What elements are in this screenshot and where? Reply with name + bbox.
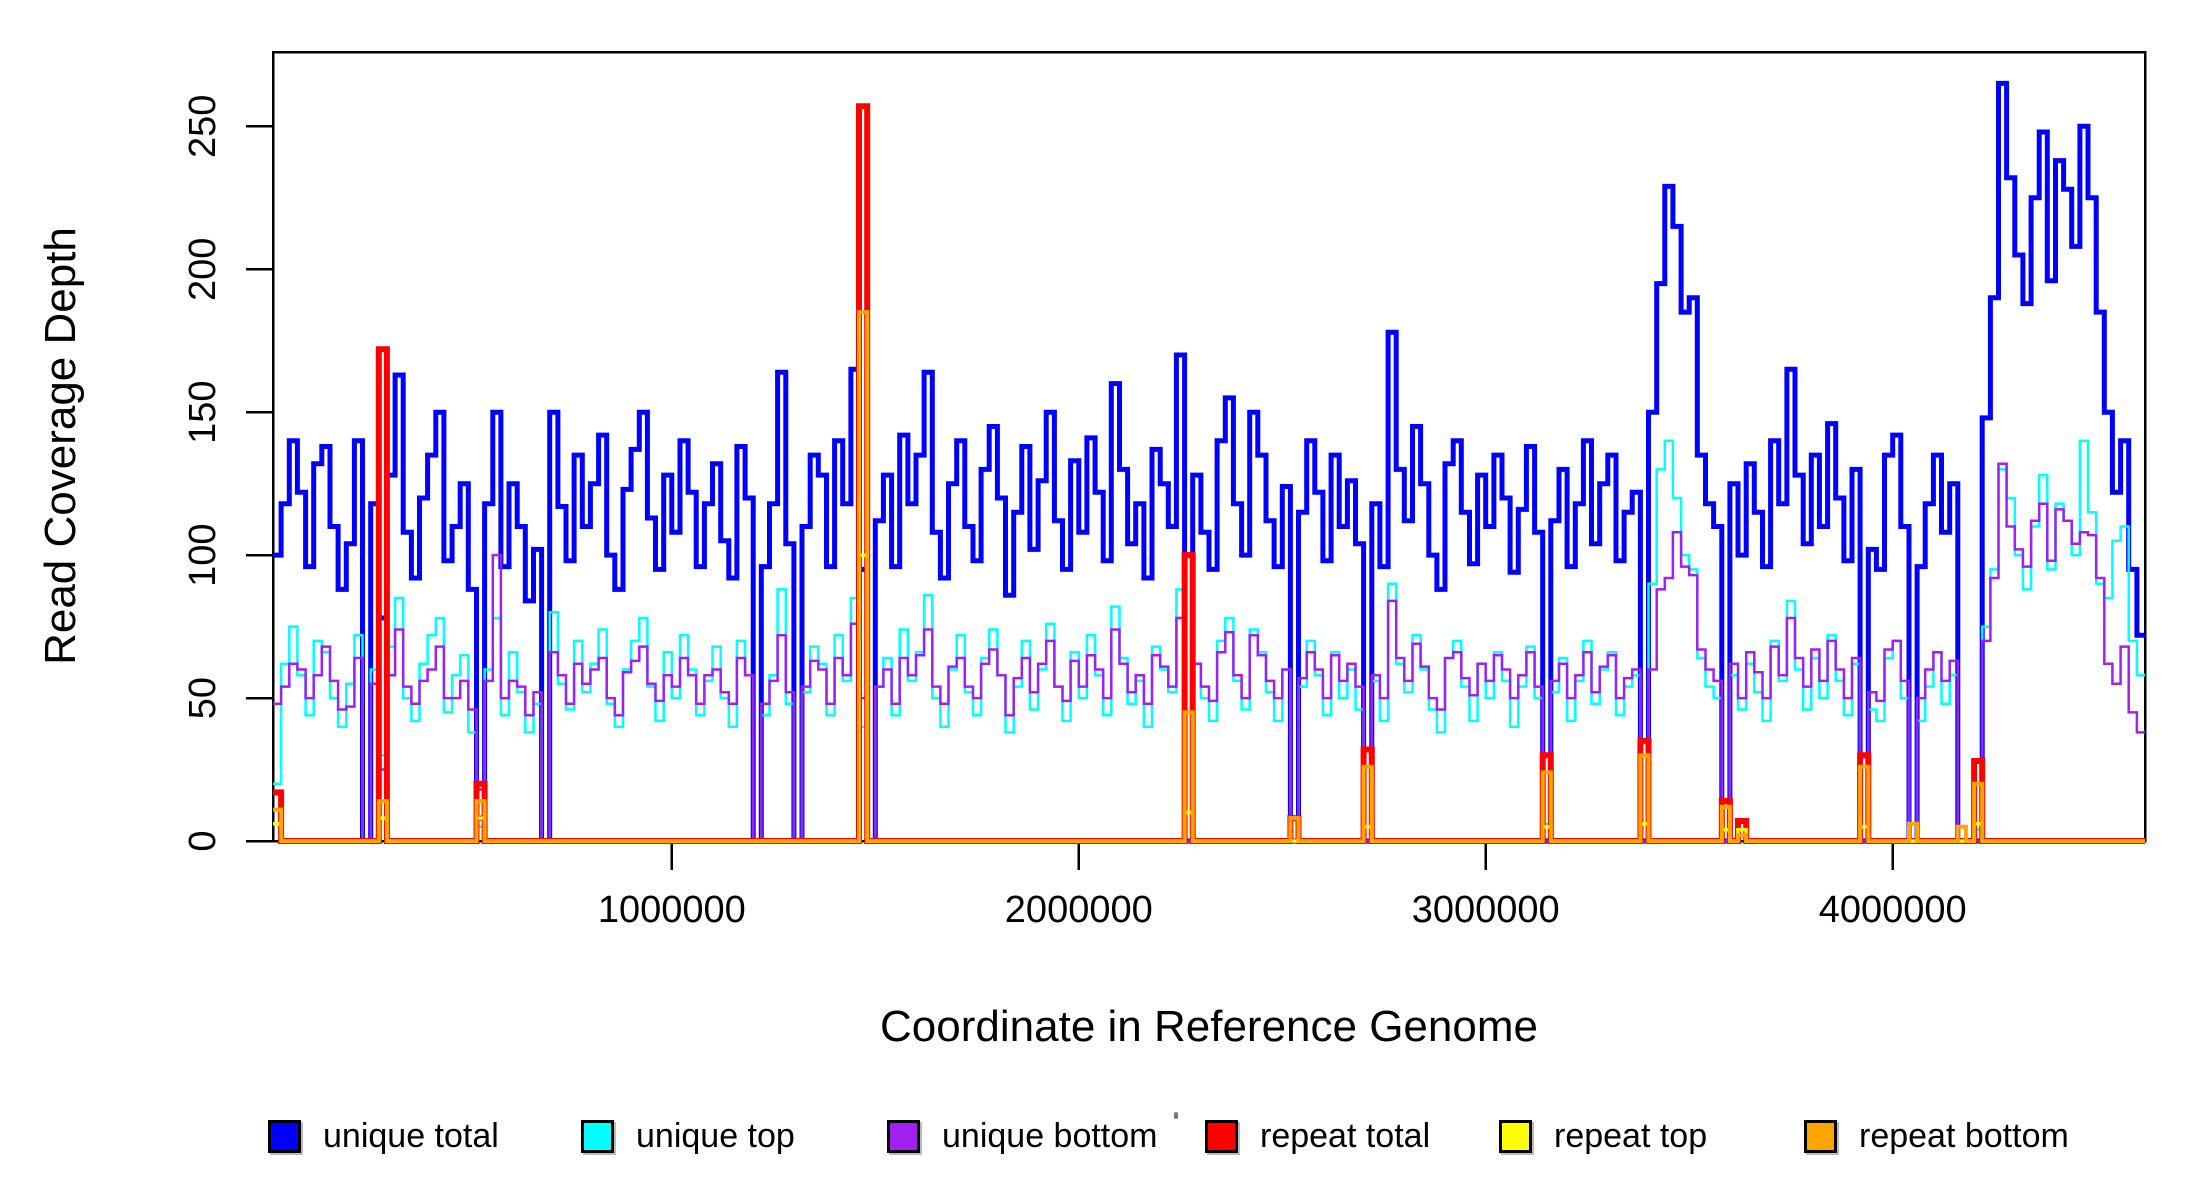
- legend-label-repeat-top: repeat top: [1554, 1116, 1708, 1155]
- legend-label-unique-top: unique top: [636, 1116, 795, 1155]
- x-axis-ticks: 1000000 2000000 3000000 4000000: [598, 843, 1967, 931]
- x-axis-title: Coordinate in Reference Genome: [880, 1002, 1538, 1051]
- legend-label-unique-bottom: unique bottom: [942, 1116, 1158, 1155]
- y-tick-label: 150: [182, 380, 224, 443]
- legend-item-unique-total: unique total: [268, 1116, 499, 1155]
- legend-label-repeat-total: repeat total: [1260, 1116, 1431, 1155]
- legend-item-repeat-top: repeat top: [1499, 1116, 1708, 1155]
- y-tick-label: 250: [182, 95, 224, 158]
- y-tick-label: 50: [182, 677, 224, 719]
- stray-dot-artifact: [1174, 1112, 1178, 1119]
- series-line-repeat-total: [273, 103, 2145, 844]
- legend-label-unique-total: unique total: [323, 1116, 499, 1155]
- legend-label-repeat-bottom: repeat bottom: [1859, 1116, 2069, 1155]
- y-axis-title: Read Coverage Depth: [36, 227, 85, 665]
- legend-swatch-repeat-bottom: [1804, 1119, 1837, 1153]
- x-tick-label: 3000000: [1412, 889, 1560, 931]
- plot-box: [271, 50, 2147, 843]
- legend-swatch-unique-total: [268, 1119, 301, 1153]
- series-line-unique-total: [273, 80, 2145, 844]
- y-tick-label: 0: [182, 830, 224, 851]
- series-line-repeat-bottom: [273, 310, 2145, 843]
- legend-swatch-repeat-top: [1499, 1119, 1532, 1153]
- y-tick-label: 100: [182, 523, 224, 586]
- legend-swatch-repeat-total: [1205, 1119, 1238, 1153]
- legend-item-repeat-bottom: repeat bottom: [1804, 1116, 2069, 1155]
- y-axis-ticks: 0 50 100 150 200 250: [182, 95, 272, 852]
- series-line-unique-top: [273, 439, 2145, 843]
- legend-swatch-unique-bottom: [887, 1119, 920, 1153]
- legend-item-unique-top: unique top: [581, 1116, 795, 1155]
- legend-swatch-unique-top: [581, 1119, 614, 1153]
- y-tick-label: 200: [182, 238, 224, 301]
- legend-item-unique-bottom: unique bottom: [887, 1116, 1158, 1155]
- x-tick-label: 1000000: [598, 889, 746, 931]
- series-lines: [273, 80, 2145, 844]
- x-tick-label: 4000000: [1819, 889, 1967, 931]
- series-line-unique-bottom: [273, 462, 2145, 843]
- x-tick-label: 2000000: [1005, 889, 1153, 931]
- legend-item-repeat-total: repeat total: [1205, 1116, 1431, 1155]
